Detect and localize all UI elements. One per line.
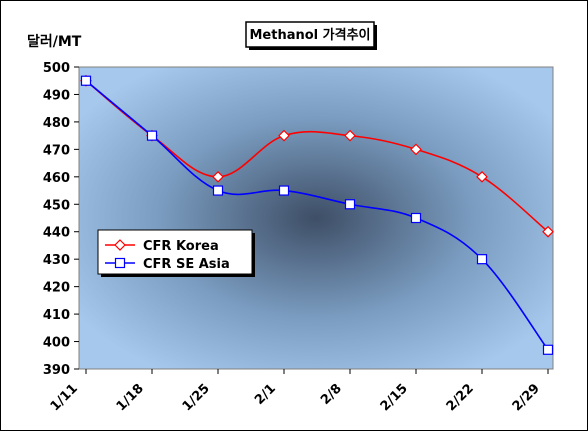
- legend: CFR Korea CFR SE Asia: [97, 229, 255, 277]
- data-point-cfr-korea: [278, 129, 290, 142]
- data-point-cfr-se-asia: [278, 185, 290, 196]
- x-axis: 1/11 1/18 1/25 2/1 2/8 2/15 2/22 2/29: [48, 369, 549, 414]
- legend-label: CFR SE Asia: [143, 257, 230, 272]
- y-tick-label: 400: [43, 336, 70, 351]
- x-tick-label: 1/11: [48, 381, 81, 414]
- legend-marker: [114, 257, 126, 269]
- legend-marker: [114, 239, 126, 251]
- data-point-cfr-korea: [344, 129, 356, 142]
- x-tick-label: 1/18: [114, 381, 147, 414]
- x-tick-label: 2/22: [444, 381, 477, 414]
- y-tick-label: 450: [43, 198, 70, 213]
- data-point-cfr-se-asia: [542, 344, 554, 355]
- plot-area: [78, 66, 554, 370]
- y-tick-label: 390: [43, 363, 70, 378]
- y-tick-label: 410: [43, 308, 70, 323]
- data-point-cfr-se-asia: [80, 75, 92, 86]
- y-tick-label: 440: [43, 226, 70, 241]
- legend-item-cfr-se-asia: CFR SE Asia: [105, 257, 230, 272]
- x-tick-label: 2/8: [318, 381, 345, 408]
- data-point-cfr-se-asia: [476, 254, 488, 265]
- x-tick-label: 2/29: [510, 381, 543, 414]
- data-point-cfr-se-asia: [344, 199, 356, 210]
- y-tick-label: 430: [43, 253, 70, 268]
- data-point-cfr-korea: [542, 225, 554, 238]
- x-tick-label: 1/25: [180, 381, 213, 414]
- y-tick-label: 470: [43, 143, 70, 158]
- y-axis-label: 달러/MT: [27, 34, 82, 50]
- y-tick-label: 490: [43, 88, 70, 103]
- data-point-cfr-korea: [212, 170, 224, 183]
- y-tick-label: 480: [43, 116, 70, 131]
- series-cfr-se-asia: [80, 75, 554, 355]
- x-tick-label: 2/1: [252, 381, 279, 408]
- y-tick-label: 460: [43, 171, 70, 186]
- legend-label: CFR Korea: [143, 239, 219, 254]
- y-tick-label: 500: [43, 61, 70, 76]
- x-tick-label: 2/15: [378, 381, 411, 414]
- legend-item-cfr-korea: CFR Korea: [105, 239, 219, 254]
- data-point-cfr-se-asia: [410, 212, 422, 224]
- data-point-cfr-korea: [410, 143, 422, 156]
- chart-title-box: Methanol 가격추이: [245, 21, 377, 50]
- y-axis: 390 400 410 420 430 440 450 460 470 480 490 500: [43, 61, 79, 378]
- y-tick-label: 420: [43, 281, 70, 296]
- data-point-cfr-se-asia: [146, 130, 158, 141]
- series-layer: [80, 74, 554, 355]
- chart-title: Methanol 가격추이: [249, 27, 370, 43]
- data-point-cfr-korea: [476, 170, 488, 183]
- data-point-cfr-se-asia: [212, 185, 224, 196]
